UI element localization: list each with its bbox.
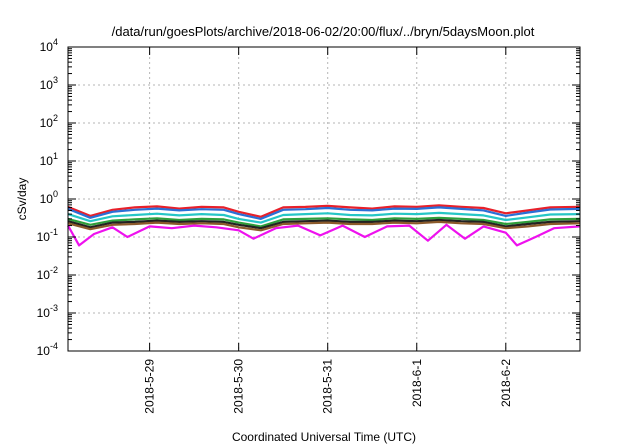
y-tick-label-base: 10 xyxy=(37,344,51,358)
y-tick-label-base: 10 xyxy=(40,192,54,206)
y-tick-label-exponent: 0 xyxy=(53,189,58,199)
y-tick-label-exponent: 1 xyxy=(53,151,58,161)
x-tick-label: 2018-6-2 xyxy=(499,359,513,407)
series-line-1 xyxy=(67,204,581,218)
y-tick-label-base: 10 xyxy=(40,154,54,168)
y-tick-label-exponent: -2 xyxy=(50,265,58,275)
series-line-4 xyxy=(67,216,581,228)
y-tick-label-exponent: -4 xyxy=(50,341,58,351)
series-line-5 xyxy=(67,218,581,230)
x-tick-label: 2018-5-31 xyxy=(321,359,335,414)
x-axis: 2018-5-29 2018-5-30 2018-5-31 2018-6-1 2018-… xyxy=(143,47,513,414)
y-tick-label-exponent: -3 xyxy=(50,303,58,313)
series-line-6 xyxy=(67,220,581,232)
y-tick-label-base: 10 xyxy=(40,40,54,54)
y-tick-label-exponent: 2 xyxy=(53,113,58,123)
y-tick-label: 103 xyxy=(40,75,58,92)
series-group xyxy=(67,204,581,247)
y-tick-label: 10-3 xyxy=(37,303,58,320)
grid xyxy=(68,47,580,351)
y-tick-label-base: 10 xyxy=(37,268,51,282)
y-tick-label: 10-4 xyxy=(37,341,58,358)
y-tick-label-exponent: -1 xyxy=(50,227,58,237)
x-tick-label: 2018-5-29 xyxy=(143,359,157,414)
y-tick-label: 101 xyxy=(40,151,58,168)
y-tick-label: 100 xyxy=(40,189,58,206)
y-tick-label: 104 xyxy=(40,37,58,54)
x-tick-label: 2018-6-1 xyxy=(410,359,424,407)
y-tick-label: 102 xyxy=(40,113,58,130)
y-tick-label-exponent: 3 xyxy=(53,75,58,85)
y-tick-label-base: 10 xyxy=(40,116,54,130)
chart-title: /data/run/goesPlots/archive/2018-06-02/2… xyxy=(112,24,535,39)
y-tick-label-base: 10 xyxy=(37,230,51,244)
series-line-7 xyxy=(67,223,581,247)
series-line-3 xyxy=(67,211,581,224)
y-tick-label-base: 10 xyxy=(40,78,54,92)
y-tick-label: 10-2 xyxy=(37,265,58,282)
y-axis-label: cSv/day xyxy=(15,178,29,221)
series-line-2 xyxy=(67,206,581,220)
x-tick-label: 2018-5-30 xyxy=(232,359,246,414)
y-tick-label-base: 10 xyxy=(37,306,51,320)
y-tick-label: 10-1 xyxy=(37,227,58,244)
x-axis-label: Coordinated Universal Time (UTC) xyxy=(232,430,416,444)
y-tick-label-exponent: 4 xyxy=(53,37,58,47)
